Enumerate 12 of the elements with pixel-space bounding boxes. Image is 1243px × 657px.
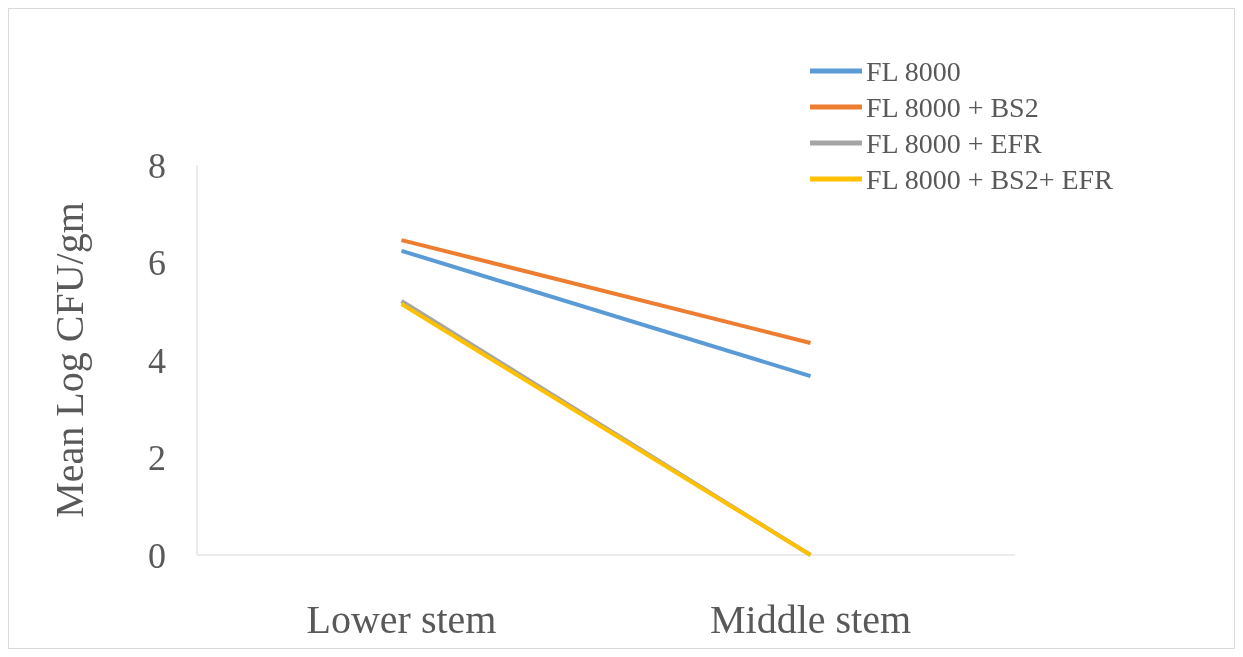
y-axis-title: Mean Log CFU/gm [47, 202, 92, 518]
y-tick-label: 8 [148, 145, 166, 186]
y-tick-label: 0 [148, 535, 166, 576]
x-tick-label: Lower stem [306, 597, 497, 642]
legend-label: FL 8000 + EFR [866, 127, 1043, 159]
y-tick-label: 6 [148, 243, 166, 284]
y-tick-label: 2 [148, 438, 166, 479]
x-tick-label: Middle stem [709, 597, 912, 642]
y-tick-label: 4 [148, 340, 166, 381]
legend-label: FL 8000 [866, 55, 961, 87]
legend-label: FL 8000 + BS2+ EFR [866, 163, 1114, 195]
legend-label: FL 8000 + BS2 [866, 91, 1039, 123]
